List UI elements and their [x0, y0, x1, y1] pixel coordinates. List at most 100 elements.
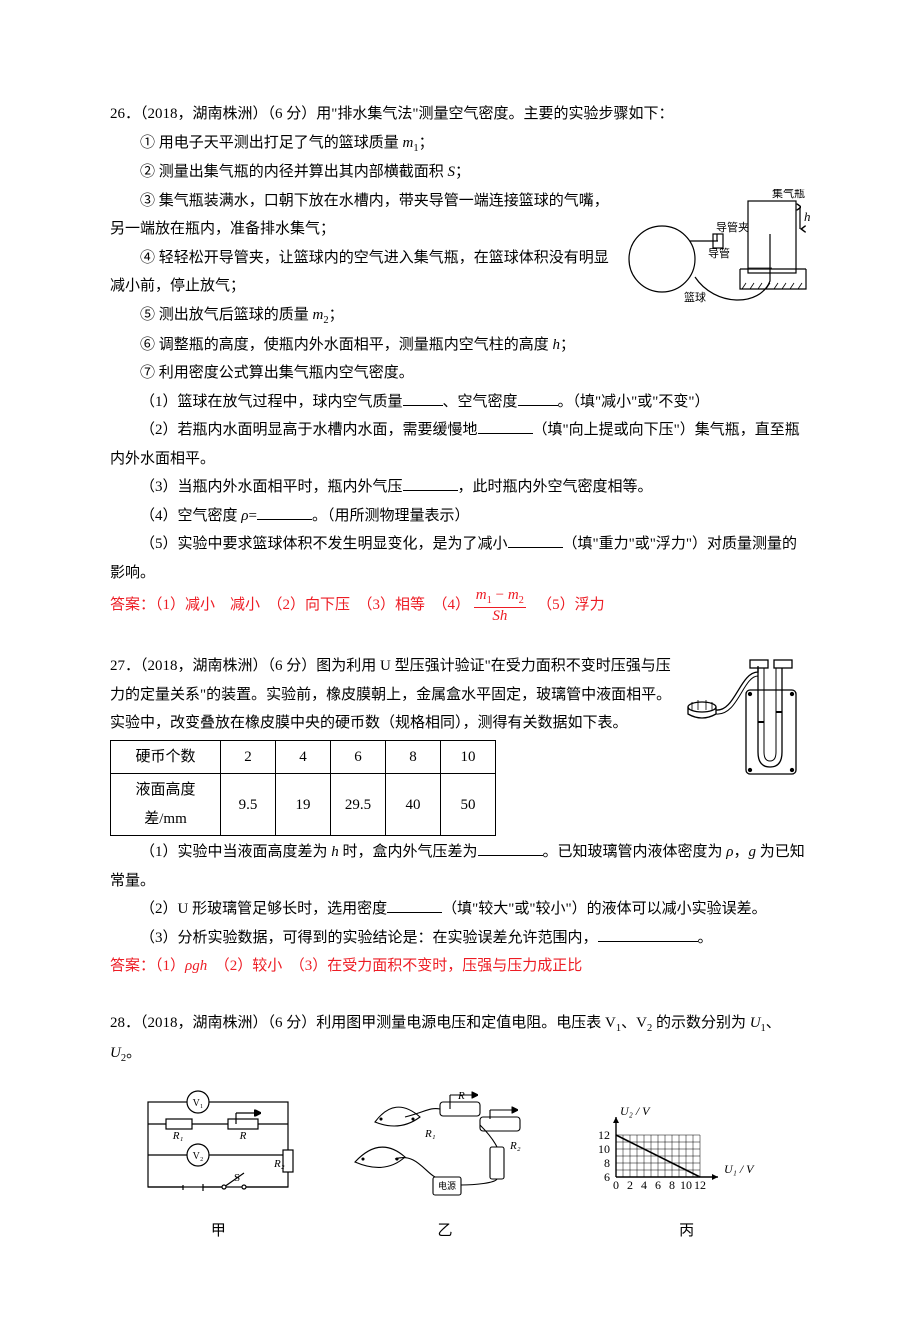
tr2-label: 液面高度差/mm [111, 774, 221, 836]
svg-text:R₁: R₁ [172, 1130, 184, 1142]
blank-27-1[interactable] [478, 840, 543, 857]
svg-text:R₂: R₂ [509, 1140, 521, 1152]
h-label: h [804, 209, 810, 224]
svg-text:12: 12 [694, 1178, 706, 1192]
h28-pre: 28．（2018，湖南株洲）（6 分）利用图甲测量电源电压和定值电阻。电压表 V [110, 1015, 616, 1031]
question-26: 26．（2018，湖南株洲）（6 分）用"排水集气法"测量空气密度。主要的实验步… [110, 100, 810, 624]
s6-post: ； [560, 337, 575, 353]
blank-3[interactable] [478, 418, 533, 435]
p1a: （1）篮球在放气过程中，球内空气质量 [140, 394, 403, 410]
p2a: （2）若瓶内水面明显高于水槽内水面，需要缓慢地 [140, 422, 478, 438]
svg-text:电源: 电源 [438, 1180, 456, 1191]
svg-text:V₁: V₁ [193, 1098, 204, 1109]
tr2-2: 29.5 [331, 774, 386, 836]
q26-p5: （5）实验中要求篮球体积不发生明显变化，是为了减小（填"重力"或"浮力"）对质量… [110, 530, 810, 587]
a27-pre: 答案：（1） [110, 958, 185, 974]
q27-p1: （1）实验中当液面高度差为 h 时，盒内外气压差为。已知玻璃管内液体密度为 ρ，… [110, 838, 810, 895]
a26-pre: 答案：（1）减小 减小 （2）向下压 （3）相等 （4） [110, 597, 470, 613]
blank-4[interactable] [403, 475, 458, 492]
s5-m: m [313, 307, 324, 323]
h28-after: 的示数分别为 [652, 1015, 750, 1031]
fig-c: 024681012681012U₁ / VU₂ / V 丙 [582, 1077, 792, 1246]
svg-text:V₂: V₂ [193, 1151, 204, 1162]
p2a27: （2）U 形玻璃管足够长时，选用密度 [140, 901, 387, 917]
q26-step-7: ⑦ 利用密度公式算出集气瓶内空气密度。 [110, 359, 810, 388]
th5: 10 [441, 740, 496, 774]
s1-m: m [403, 135, 414, 151]
q27-diagram [680, 652, 810, 793]
svg-text:S: S [234, 1172, 240, 1184]
tr2-4: 50 [441, 774, 496, 836]
svg-text:10: 10 [680, 1178, 692, 1192]
h28-c: 、 [766, 1015, 781, 1031]
fig-a: V₁ R₁ R V₂ R₂ S [128, 1077, 308, 1246]
p1b: 、空气密度 [443, 394, 518, 410]
s6-var: h [553, 337, 561, 353]
h28-end: 。 [126, 1045, 141, 1061]
p3b27: 。 [698, 930, 713, 946]
blank-27-2[interactable] [387, 897, 442, 914]
blank-6[interactable] [508, 532, 563, 549]
q28-header: 28．（2018，湖南株洲）（6 分）利用图甲测量电源电压和定值电阻。电压表 V… [110, 1009, 810, 1069]
th4: 8 [386, 740, 441, 774]
svg-text:4: 4 [641, 1178, 647, 1192]
h28-u2: U [110, 1045, 121, 1061]
svg-text:R₂: R₂ [273, 1158, 285, 1170]
s2-text: ② 测量出集气瓶的内径并算出其内部横截面积 [140, 164, 448, 180]
svg-text:6: 6 [604, 1170, 610, 1184]
th1: 2 [221, 740, 276, 774]
p1c: 。（填"减小"或"不变"） [558, 394, 710, 410]
fn-m1: m [476, 587, 487, 603]
question-27: 27．（2018，湖南株洲）（6 分）图为利用 U 型压强计验证"在受力面积不变… [110, 652, 810, 981]
svg-text:U₁ / V: U₁ / V [724, 1162, 755, 1176]
blank-2[interactable] [518, 389, 558, 406]
table-row-header: 硬币个数 2 4 6 8 10 [111, 740, 496, 774]
svg-text:2: 2 [627, 1178, 633, 1192]
p4a: （4）空气密度 [140, 508, 241, 524]
q27-p3: （3）分析实验数据，可得到的实验结论是：在实验误差允许范围内，。 [110, 924, 810, 953]
s5-text: ⑤ 测出放气后篮球的质量 [140, 307, 313, 323]
a26-frac: m1 − m2 Sh [474, 587, 526, 624]
fd-s: S [492, 608, 500, 624]
blank-1[interactable] [403, 389, 443, 406]
s1-text: ① 用电子天平测出打足了气的篮球质量 [140, 135, 403, 151]
fd-h: h [500, 608, 508, 624]
svg-text:8: 8 [669, 1178, 675, 1192]
q26-step-2: ② 测量出集气瓶的内径并算出其内部横截面积 S； [110, 158, 810, 187]
p4-eq: = [248, 508, 256, 524]
blank-5[interactable] [257, 503, 312, 520]
fn-min: − [492, 587, 508, 603]
s6-text: ⑥ 调整瓶的高度，使瓶内外水面相平，测量瓶内空气柱的高度 [140, 337, 553, 353]
q26-p2: （2）若瓶内水面明显高于水槽内水面，需要缓慢地（填"向上提或向下压"）集气瓶，直… [110, 416, 810, 473]
chart-svg: 024681012681012U₁ / VU₂ / V [582, 1077, 792, 1207]
q26-answer: 答案：（1）减小 减小 （2）向下压 （3）相等 （4） m1 − m2 Sh … [110, 587, 810, 624]
q26-step-6: ⑥ 调整瓶的高度，使瓶内外水面相平，测量瓶内空气柱的高度 h； [110, 331, 810, 360]
svg-text:R: R [457, 1090, 465, 1102]
svg-text:10: 10 [598, 1142, 610, 1156]
p3a: （3）当瓶内外水面相平时，瓶内外气压 [140, 479, 403, 495]
h28-u1: U [750, 1015, 761, 1031]
clip-label: 导管夹 [716, 220, 749, 234]
caption-c: 丙 [582, 1217, 792, 1246]
svg-text:R₁: R₁ [424, 1128, 436, 1140]
q26-header: 26．（2018，湖南株洲）（6 分）用"排水集气法"测量空气密度。主要的实验步… [110, 100, 810, 129]
a27-g: g [192, 958, 200, 974]
q27-answer: 答案：（1）ρgh （2）较小 （3）在受力面积不变时，压强与压力成正比 [110, 952, 810, 981]
p1h27: h [331, 844, 339, 860]
th3: 6 [331, 740, 386, 774]
a26-post: （5）浮力 [530, 597, 605, 613]
p4b: 。（用所测物理量表示） [312, 508, 470, 524]
p1g27: g [749, 844, 757, 860]
p1c27: 。已知玻璃管内液体密度为 [543, 844, 727, 860]
blank-27-3[interactable] [598, 925, 698, 942]
p2b27: （填"较大"或"较小"）的液体可以减小实验误差。 [442, 901, 767, 917]
p1d27: ， [734, 844, 749, 860]
s2-var: S [448, 164, 456, 180]
svg-text:R: R [239, 1130, 247, 1142]
h28-mid: 、V [621, 1015, 647, 1031]
svg-text:0: 0 [613, 1178, 619, 1192]
svg-text:6: 6 [655, 1178, 661, 1192]
tr2-3: 40 [386, 774, 441, 836]
svg-text:U₂ / V: U₂ / V [620, 1104, 651, 1118]
fig-b: 电源 R R₁ R₂ 乙 [345, 1077, 545, 1246]
